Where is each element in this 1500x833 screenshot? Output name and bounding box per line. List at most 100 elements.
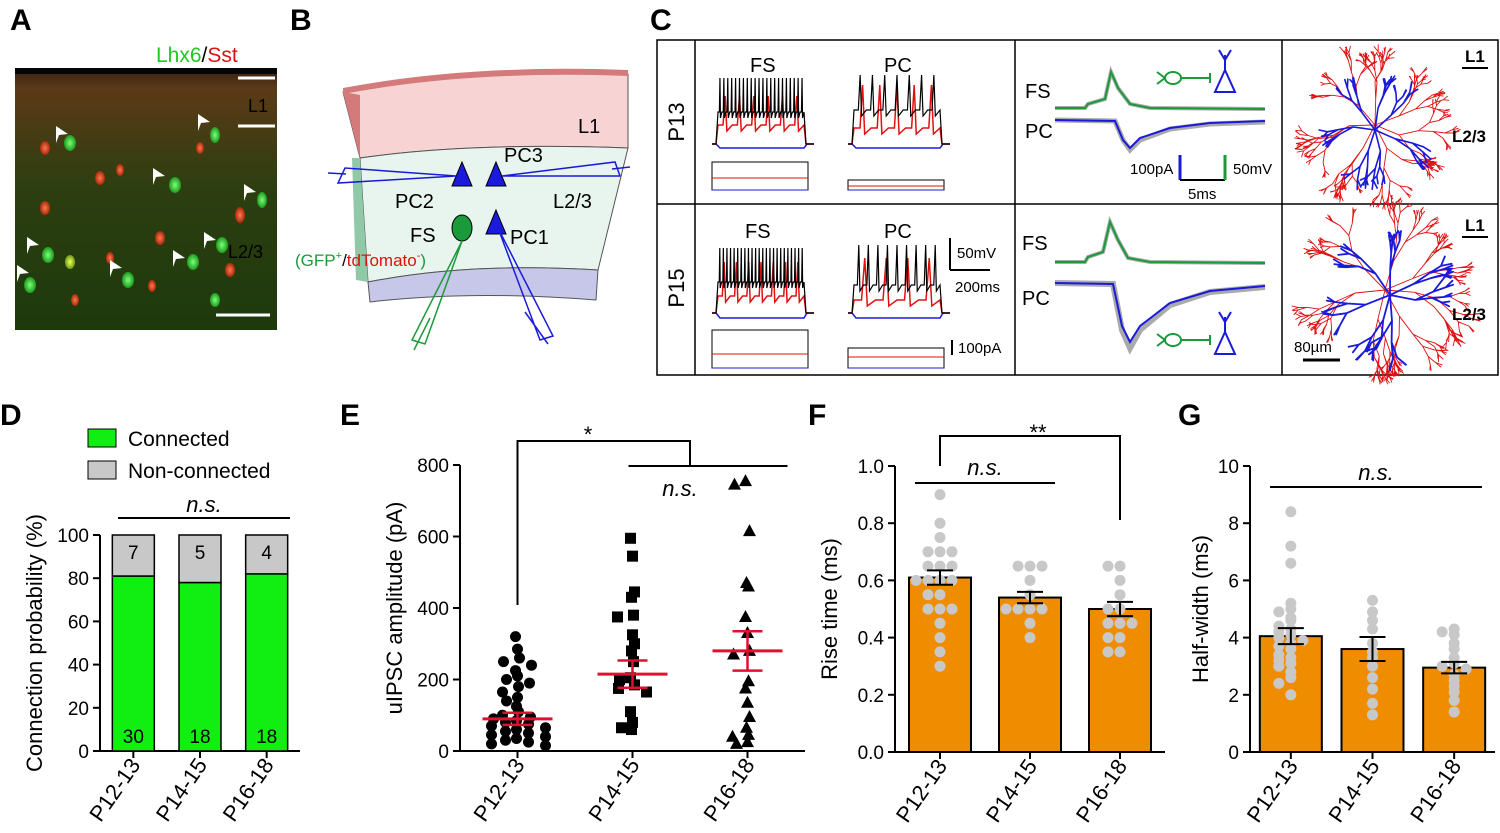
r2-fs-hyper-trace [712,312,814,319]
lhx6-label: Lhx6 [156,44,202,67]
f-point [934,632,946,644]
g-point [1367,709,1378,721]
f-y-tick-label: 0.8 [858,514,884,535]
micrograph [15,68,277,330]
panel-a-title: Lhx6/Sst [156,44,238,67]
g-point [1367,660,1378,672]
f-point [1102,632,1114,644]
e-point [743,710,756,723]
f-point [946,603,958,615]
morph2-dendrite [1321,230,1454,371]
micrograph-pia [15,68,277,74]
firing-scale-bars: 50mV 200ms 100pA [949,238,1001,357]
e-point [524,677,535,689]
f-x-tick-label: P16-18 [1071,755,1132,827]
f-point [1114,560,1126,572]
f-point [1000,603,1012,615]
panel-b: B L1 L2/3 PC2 PC3 PC1 FS (GFP+/tdTomato-… [290,4,631,351]
scale-50mv-ipsc: 50mV [1233,161,1272,178]
d-count-nonconnected: 5 [195,543,206,564]
g-y-tick-label: 0 [1228,743,1239,764]
g-point [1460,663,1472,675]
g-point [1285,657,1297,669]
e-point [511,724,522,736]
scale-50mv: 50mV [957,245,996,262]
f-point [1024,617,1036,629]
e-point [741,695,754,708]
panel-b-l23: L2/3 [553,191,592,213]
d-sig-label: n.s. [186,492,221,517]
g-point [1367,623,1378,635]
r2-pc-hyper-trace [848,312,950,319]
layer-23-side [352,158,368,282]
e-point [739,681,752,694]
micrograph-cells [24,127,267,307]
e-point [730,736,743,749]
d-count-nonconnected: 4 [261,543,272,564]
arrowhead-icon [153,168,165,185]
e-point [627,716,638,728]
pc3-soma [485,160,507,187]
g-point [1448,643,1460,655]
r2-ap-shadow [1055,215,1266,265]
d-bar-connected [178,581,222,752]
panel-b-l1: L1 [578,116,600,138]
arrowhead-icon [27,237,39,254]
f-point [922,560,934,572]
e-point [626,645,637,657]
g-y-tick-label: 2 [1228,686,1239,707]
f-point [934,603,946,615]
arrowhead-icon [56,126,68,143]
panel-a-letter: A [10,4,32,37]
e-point [486,720,497,732]
e-y-tick-label: 800 [417,456,449,477]
e-point [727,647,740,660]
e-point [742,579,755,592]
e-sig-bracket [516,440,691,605]
morphology-p13 [1294,44,1461,210]
panel-d: D Connected Non-connected 0 20 40 60 80 100 Co… [0,399,300,826]
e-y-tick-label: 0 [438,742,449,763]
legend-connected: Connected [128,428,230,451]
d-y-tick-label: 20 [68,699,89,720]
g-point [1273,660,1285,672]
fs-soma [451,214,473,242]
chart-e: 0 200 400 600 800 uIPSC amplitude (pA) P12-13 P… [382,422,805,826]
c-r1-pc-ipsc-label: PC [1025,121,1053,143]
f-point [934,560,946,572]
d-count-connected: 30 [123,727,144,748]
sst-label: Sst [207,44,238,67]
g-point [1367,614,1378,626]
g-y-tick-label: 6 [1228,571,1239,592]
e-point [540,740,551,752]
f-point [1114,574,1126,586]
fs-pipette [410,240,463,351]
g-point [1367,594,1378,606]
morph1-l1: L1 [1465,47,1485,66]
g-point [1285,643,1297,655]
e-point [500,725,511,737]
d-x-tick-label: P12-13 [84,754,145,826]
e-point [513,681,524,693]
scale-5ms: 5ms [1188,186,1216,203]
e-point [510,631,521,643]
g-point [1273,632,1285,644]
panel-c-frame [656,39,1499,376]
r2-pc-traces [848,244,950,319]
f-y-tick-label: 0.4 [858,629,885,650]
r1-fs-max-trace [712,77,814,145]
f-point [1102,603,1114,615]
scale-100pa-ipsc: 100pA [1130,161,1173,178]
f-point [934,489,946,501]
legend-nonconnected-swatch [87,460,117,480]
e-point [540,731,551,743]
f-point [1114,617,1126,629]
d-bar-connected [244,573,289,752]
f-point [1036,603,1048,615]
r1-fs-traces [712,77,814,149]
e-point [626,724,637,736]
d-count-connected: 18 [189,727,210,748]
g-x-tick-label: P12-13 [1242,755,1303,827]
g-point [1436,660,1448,672]
panel-b-letter: B [290,4,312,37]
